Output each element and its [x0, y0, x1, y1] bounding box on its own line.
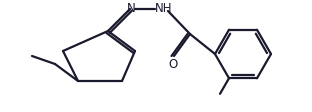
Text: NH: NH: [155, 2, 173, 15]
Text: O: O: [168, 57, 178, 70]
Text: N: N: [127, 2, 135, 15]
